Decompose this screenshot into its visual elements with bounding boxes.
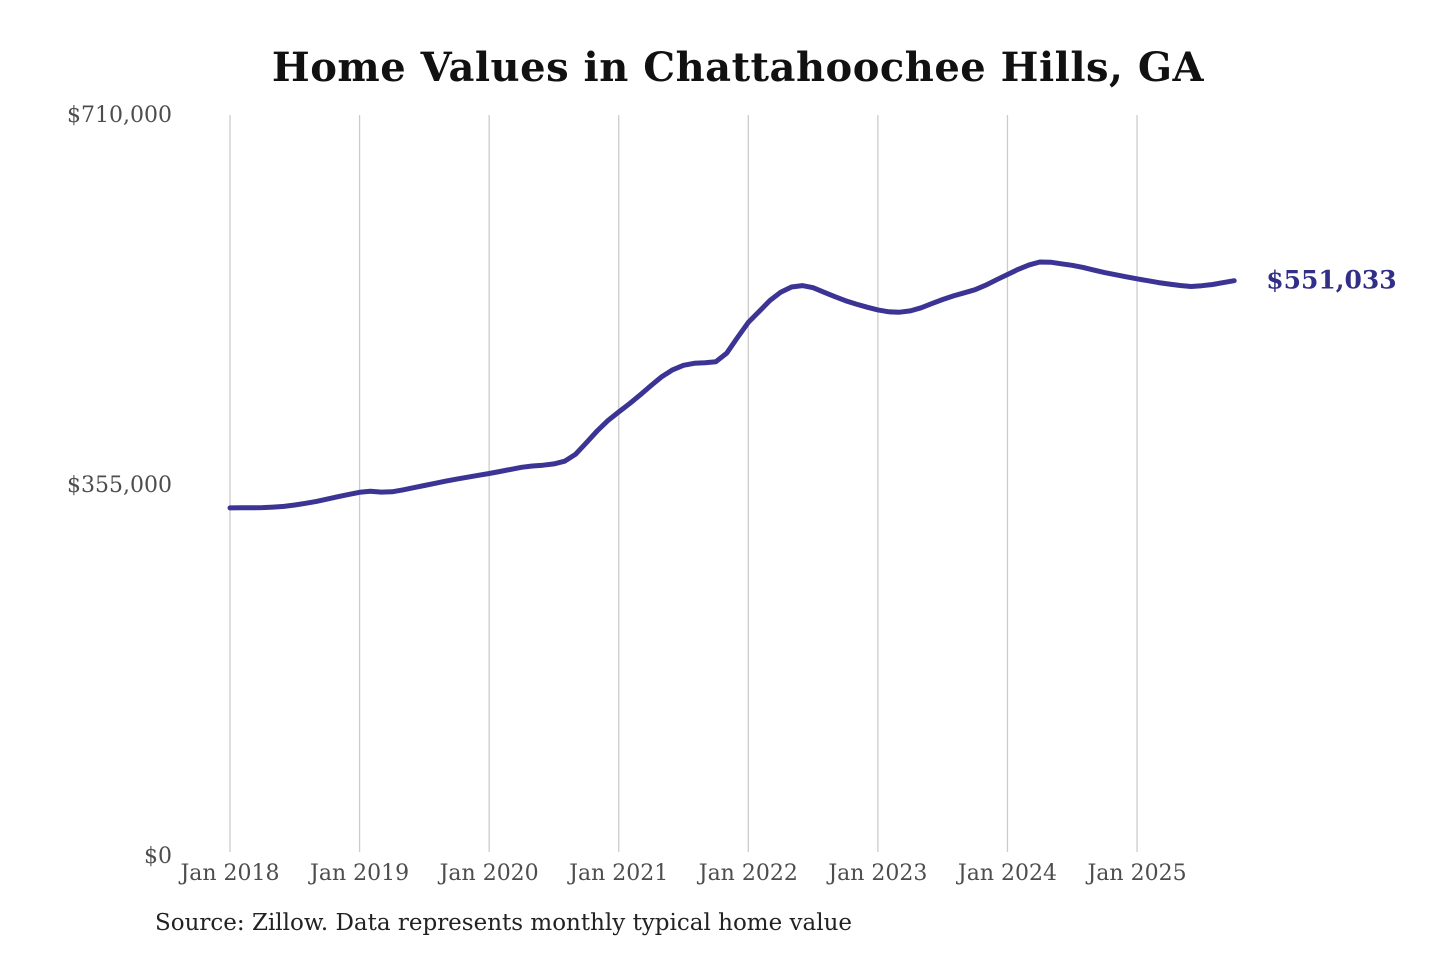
x-tick-label: Jan 2021 xyxy=(567,861,668,886)
y-tick-label: $0 xyxy=(144,844,172,869)
x-tick-label: Jan 2020 xyxy=(438,861,539,886)
x-tick-label: Jan 2023 xyxy=(826,861,927,886)
x-tick-label: Jan 2025 xyxy=(1085,861,1186,886)
x-tick-label: Jan 2018 xyxy=(178,861,279,886)
source-note: Source: Zillow. Data represents monthly … xyxy=(155,910,853,936)
x-tick-label: Jan 2024 xyxy=(956,861,1057,886)
y-tick-label: $355,000 xyxy=(67,473,172,498)
x-tick-label: Jan 2019 xyxy=(308,861,409,886)
chart-title: Home Values in Chattahoochee Hills, GA xyxy=(271,44,1205,91)
y-tick-label: $710,000 xyxy=(67,103,172,128)
x-tick-label: Jan 2022 xyxy=(697,861,798,886)
end-value-label: $551,033 xyxy=(1266,266,1396,295)
home-value-line xyxy=(227,259,1237,511)
